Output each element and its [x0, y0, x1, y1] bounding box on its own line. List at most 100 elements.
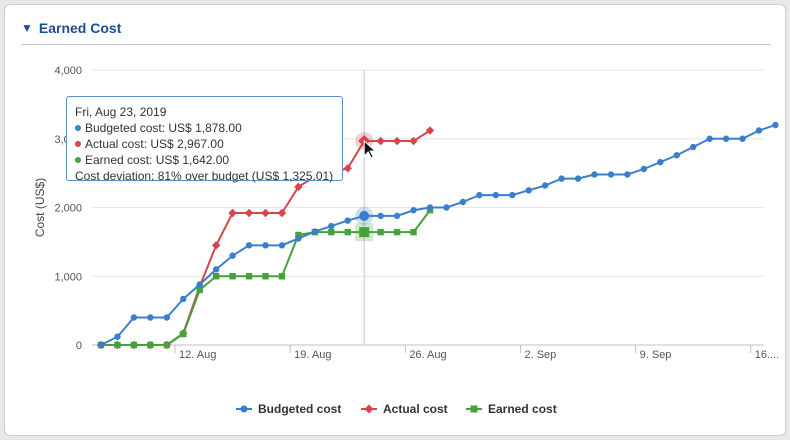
data-point [409, 136, 418, 146]
data-point [574, 175, 582, 182]
data-point [591, 171, 598, 178]
data-point [492, 191, 499, 199]
data-point [196, 286, 203, 294]
data-point [364, 404, 374, 414]
data-point [229, 252, 236, 259]
data-point [344, 228, 351, 236]
mouse-cursor-icon [363, 139, 377, 159]
data-point [425, 126, 435, 135]
data-point [541, 182, 549, 189]
data-point [640, 165, 648, 173]
data-point [311, 228, 319, 235]
data-point [459, 198, 467, 206]
data-point [245, 273, 253, 280]
data-point [262, 273, 269, 280]
data-point [244, 208, 254, 218]
data-point [294, 182, 303, 192]
tooltip-date: Fri, Aug 23, 2019 [75, 105, 167, 119]
y-tick-label: 0 [76, 340, 82, 352]
y-tick-label: 1,000 [54, 271, 82, 283]
data-point [393, 228, 401, 236]
data-point [722, 135, 730, 142]
data-point [706, 135, 713, 142]
data-point [212, 273, 220, 280]
data-point [261, 208, 270, 218]
earned-dot-icon [75, 156, 81, 163]
data-point [772, 121, 779, 129]
data-point [277, 208, 287, 218]
data-point [673, 152, 680, 159]
tooltip-deviation: Cost deviation: 81% over budget (US$ 1,3… [75, 169, 334, 183]
legend-label: Earned cost [488, 402, 557, 416]
legend-label: Budgeted cost [258, 402, 341, 416]
budgeted-dot-icon [75, 124, 81, 131]
x-tick-label: 12. Aug [179, 349, 216, 361]
panel-header[interactable]: ▼ Earned Cost [21, 19, 771, 45]
data-point [147, 314, 154, 321]
data-point [295, 235, 302, 242]
data-point [344, 217, 351, 224]
data-point [470, 405, 478, 413]
collapse-caret-icon[interactable]: ▼ [21, 21, 33, 35]
data-point [211, 241, 221, 250]
x-tick-label: 26. Aug [409, 349, 446, 361]
tooltip-line-budgeted: Budgeted cost: US$ 1,878.00 [75, 120, 334, 136]
data-point [657, 158, 664, 166]
data-point [443, 204, 450, 211]
data-point [377, 228, 384, 236]
y-tick-label: 2,000 [54, 203, 82, 215]
data-point [245, 242, 253, 249]
data-point [755, 127, 763, 134]
data-point [295, 231, 302, 239]
data-point [607, 171, 615, 178]
data-point [114, 341, 121, 349]
data-point [114, 333, 121, 340]
x-tick-label: 19. Aug [294, 349, 331, 361]
y-axis-title: Cost (US$) [33, 178, 47, 237]
data-point [624, 171, 631, 178]
actual-dot-icon [75, 140, 81, 147]
data-point [359, 227, 370, 238]
data-point [130, 341, 138, 349]
chart-tooltip: Fri, Aug 23, 2019 Budgeted cost: US$ 1,8… [66, 96, 343, 183]
data-point [392, 136, 402, 146]
data-point [278, 242, 286, 249]
panel-title: Earned Cost [38, 20, 122, 36]
x-tick-label: 9. Sep [640, 349, 672, 361]
data-point [739, 135, 746, 142]
data-point [262, 242, 269, 249]
data-point [163, 314, 170, 321]
data-point [229, 273, 236, 280]
earned-cost-panel: ▼ Earned Cost [4, 4, 786, 436]
data-point [509, 191, 516, 199]
x-tick-label: 2. Sep [524, 349, 556, 361]
data-point [196, 281, 203, 288]
tooltip-line-earned: Earned cost: US$ 1,642.00 [75, 152, 334, 168]
data-point [525, 187, 532, 194]
data-point [278, 273, 286, 280]
data-point [426, 204, 434, 211]
data-point [328, 222, 335, 230]
data-point [328, 228, 335, 236]
data-point [410, 207, 417, 214]
data-point [228, 208, 237, 218]
data-point [180, 330, 187, 338]
data-point [97, 341, 105, 349]
data-point [393, 212, 401, 220]
data-point [130, 314, 138, 321]
tooltip-line-actual: Actual cost: US$ 2,967.00 [75, 136, 334, 152]
data-point [376, 136, 385, 146]
data-point [180, 295, 187, 303]
legend-label: Actual cost [383, 402, 448, 416]
y-tick-label: 4,000 [54, 65, 82, 77]
data-point [212, 266, 220, 273]
data-point [147, 341, 154, 349]
data-point [359, 210, 370, 221]
data-point [377, 212, 384, 220]
data-point [343, 164, 352, 173]
data-point [240, 405, 248, 413]
data-point [690, 143, 697, 151]
data-point [558, 175, 565, 182]
data-point [410, 228, 417, 236]
